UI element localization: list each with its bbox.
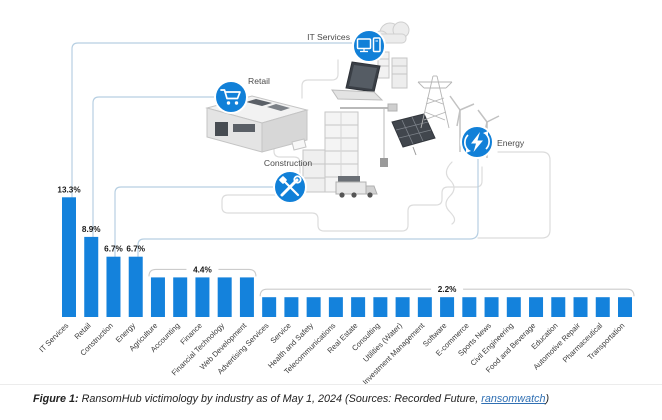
connector-retail — [92, 96, 214, 238]
bar-food-and-beverage — [529, 297, 544, 317]
bar-utilities-water- — [395, 297, 410, 317]
figure-caption: Figure 1: RansomHub victimology by indus… — [0, 384, 662, 420]
bar-education — [551, 297, 566, 317]
group-label: 4.4% — [193, 265, 212, 274]
group-label-bg — [186, 263, 219, 275]
laptop-illustration — [331, 61, 384, 101]
xlabel-it-services: IT Services — [37, 321, 70, 354]
group-label-bg — [431, 283, 464, 295]
bar-financial-technology — [217, 277, 232, 317]
bar-automotive-repair — [573, 297, 588, 317]
bar-chart: IT Services RetailConstructionEnergyAgric… — [37, 185, 635, 387]
construction-icon-label: Construction — [264, 158, 312, 168]
bar-civil-engineering — [506, 297, 521, 317]
victimology-chart: IT Services Retail Construction — [37, 21, 635, 387]
value-label: 13.3% — [57, 185, 81, 194]
figure-number: Figure 1: — [33, 393, 79, 405]
energy-icon — [460, 125, 494, 159]
industry-icons: IT Services Retail Construction — [214, 29, 525, 204]
connector-it-services — [71, 42, 352, 198]
energy-icon-label: Energy — [497, 138, 525, 148]
caption-text: RansomHub victimology by industry as of … — [78, 393, 482, 405]
retail-icon — [214, 80, 248, 114]
bar-construction — [106, 256, 121, 317]
it-services-icon-label: IT Services — [307, 32, 350, 42]
bar-web-development — [239, 277, 254, 317]
caption-suffix: ) — [545, 393, 550, 405]
bar-investment-management — [417, 297, 432, 317]
power-tower-illustration — [417, 75, 453, 129]
retail-icon-label: Retail — [248, 76, 270, 86]
bar-service — [284, 297, 299, 317]
bar-health-and-safety — [306, 297, 321, 317]
ransomwatch-link[interactable]: ransomwatch — [481, 393, 546, 405]
bar-agriculture — [150, 277, 165, 317]
bar-sports-news — [484, 297, 499, 317]
icon-to-bar-connectors — [71, 42, 479, 257]
bar-telecommunications — [328, 297, 343, 317]
construction-site-illustration — [302, 103, 398, 198]
bar-software — [440, 297, 455, 317]
bar-accounting — [173, 277, 188, 317]
value-label: 6.7% — [126, 245, 145, 254]
xlabel-retail: Retail — [73, 321, 93, 341]
bar-consulting — [373, 297, 388, 317]
construction-icon — [273, 170, 307, 204]
it-services-icon — [352, 29, 386, 63]
bar-real-estate — [351, 297, 366, 317]
bar-advertising-services — [262, 297, 277, 317]
bar-transportation — [618, 297, 632, 317]
solar-panel-illustration — [391, 113, 436, 156]
bar-it-services — [62, 197, 76, 317]
connector-construction — [114, 186, 273, 257]
value-label: 6.7% — [104, 245, 123, 254]
bar-finance — [195, 277, 210, 317]
bar-retail — [84, 236, 99, 317]
bar-pharmaceutical — [595, 297, 610, 317]
value-label: 8.9% — [82, 225, 101, 234]
bar-e-commerce — [462, 297, 477, 317]
group-label: 2.2% — [438, 285, 457, 294]
bar-energy — [128, 256, 143, 317]
connector-energy — [137, 159, 479, 257]
decorative-connector-path — [221, 59, 551, 239]
